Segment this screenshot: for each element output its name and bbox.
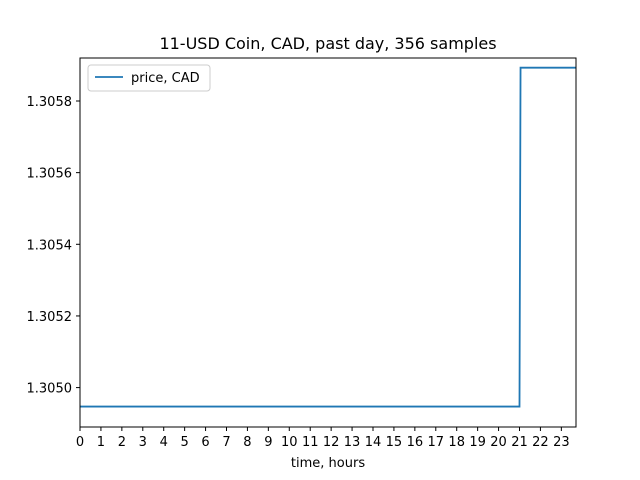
x-tick-label-3: 3	[139, 435, 147, 450]
x-tick-label-1: 1	[97, 435, 105, 450]
x-tick-label-0: 0	[76, 435, 84, 450]
y-tick-label-1: 1.3052	[27, 310, 73, 325]
x-tick-label-18: 18	[448, 435, 465, 450]
x-tick-label-22: 22	[532, 435, 549, 450]
chart-title: 11-USD Coin, CAD, past day, 356 samples	[159, 34, 496, 53]
x-tick-label-19: 19	[469, 435, 486, 450]
y-tick-label-4: 1.3058	[27, 95, 73, 110]
x-tick-label-21: 21	[511, 435, 528, 450]
y-tick-label-2: 1.3054	[27, 238, 73, 253]
plot-area: 0 1 2 3 4 5 6 7 8 9 10 11 12 13 14 15 16 17 18 19 20 21 22 231.…	[27, 57, 577, 450]
legend: price, CAD	[87, 64, 211, 92]
x-tick-label-16: 16	[407, 435, 424, 450]
x-tick-label-23: 23	[553, 435, 570, 450]
x-tick-label-11: 11	[302, 435, 319, 450]
series-line-0	[80, 66, 576, 408]
x-tick-label-17: 17	[428, 435, 445, 450]
x-tick-label-2: 2	[118, 435, 126, 450]
x-tick-label-4: 4	[160, 435, 168, 450]
legend-box	[87, 64, 211, 92]
x-tick-label-7: 7	[222, 435, 230, 450]
x-tick-label-8: 8	[243, 435, 251, 450]
y-tick-label-0: 1.3050	[27, 382, 73, 397]
x-tick-label-14: 14	[365, 435, 382, 450]
x-tick-label-6: 6	[201, 435, 209, 450]
x-tick-label-13: 13	[344, 435, 361, 450]
axes-frame	[79, 57, 577, 428]
x-tick-label-12: 12	[323, 435, 340, 450]
x-tick-label-15: 15	[386, 435, 403, 450]
legend-label: price, CAD	[131, 71, 200, 86]
x-axis-label: time, hours	[291, 456, 365, 471]
y-tick-label-3: 1.3056	[27, 167, 73, 182]
x-tick-label-5: 5	[181, 435, 189, 450]
x-tick-label-10: 10	[281, 435, 298, 450]
x-tick-label-9: 9	[264, 435, 272, 450]
x-tick-label-20: 20	[490, 435, 507, 450]
